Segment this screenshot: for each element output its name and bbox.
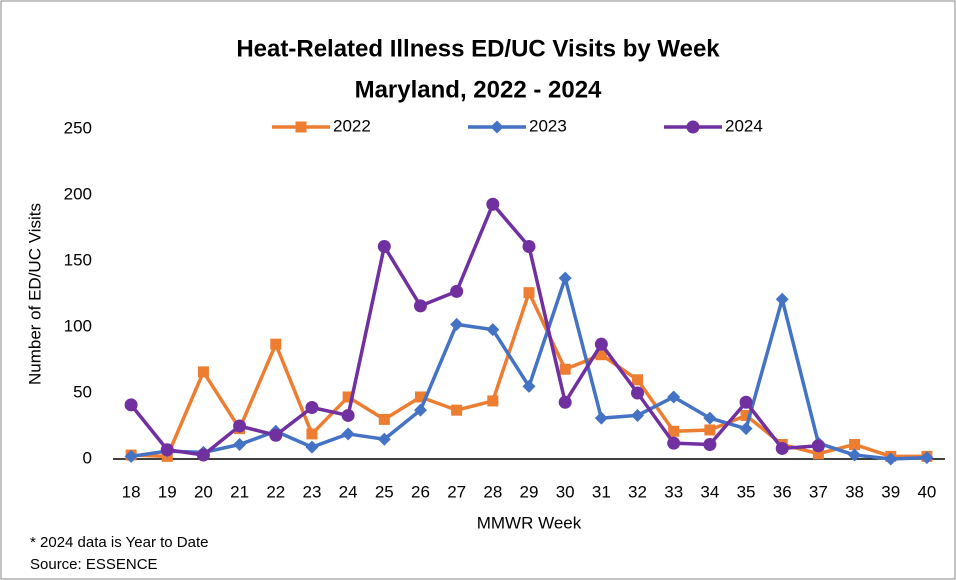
x-tick-label: 29 (520, 482, 539, 501)
marker (631, 386, 645, 400)
source: Source: ESSENCE (30, 556, 158, 573)
marker (686, 120, 700, 134)
marker (342, 391, 354, 403)
y-tick-label: 0 (83, 448, 92, 467)
y-tick-label: 50 (73, 382, 92, 401)
x-tick-label: 24 (339, 482, 358, 501)
marker (703, 411, 717, 425)
marker (377, 432, 391, 446)
x-tick-label: 21 (230, 482, 249, 501)
x-tick-label: 40 (917, 482, 936, 501)
marker (739, 422, 753, 436)
marker (341, 427, 355, 441)
y-tick-label: 250 (64, 118, 92, 137)
chart-subtitle: Maryland, 2022 - 2024 (355, 76, 602, 103)
marker (920, 451, 934, 465)
y-axis-title: Number of ED/UC Visits (25, 203, 44, 385)
marker (486, 197, 500, 211)
marker (668, 425, 680, 437)
x-tick-label: 25 (375, 482, 394, 501)
marker (490, 120, 504, 134)
x-tick-label: 28 (483, 482, 502, 501)
x-tick-label: 38 (845, 482, 864, 501)
x-tick-label: 26 (411, 482, 430, 501)
x-tick-label: 34 (700, 482, 719, 501)
x-tick-label: 35 (737, 482, 756, 501)
marker (233, 419, 247, 433)
marker (269, 428, 283, 442)
marker (884, 452, 898, 466)
marker (775, 441, 789, 455)
x-tick-label: 33 (664, 482, 683, 501)
x-tick-label: 39 (881, 482, 900, 501)
marker (704, 424, 716, 436)
y-tick-label: 150 (64, 250, 92, 269)
marker (522, 239, 536, 253)
marker (450, 284, 464, 298)
marker (233, 437, 247, 451)
x-tick-label: 20 (194, 482, 213, 501)
marker (450, 317, 464, 331)
x-tick-label: 23 (302, 482, 321, 501)
marker (522, 379, 536, 393)
x-tick-label: 37 (809, 482, 828, 501)
marker (486, 323, 500, 337)
x-tick-label: 36 (773, 482, 792, 501)
marker (594, 411, 608, 425)
marker (341, 408, 355, 422)
marker (558, 271, 572, 285)
marker (667, 436, 681, 450)
marker (124, 398, 138, 412)
marker (378, 413, 390, 425)
marker (196, 448, 210, 462)
marker (160, 443, 174, 457)
marker (632, 374, 644, 386)
x-tick-label: 18 (122, 482, 141, 501)
legend-label: 2023 (529, 116, 567, 135)
x-tick-label: 27 (447, 482, 466, 501)
marker (849, 438, 861, 450)
x-tick-label: 31 (592, 482, 611, 501)
x-tick-label: 30 (556, 482, 575, 501)
marker (305, 440, 319, 454)
marker (124, 449, 138, 463)
marker (523, 287, 535, 299)
marker (414, 391, 426, 403)
marker (306, 428, 318, 440)
y-tick-label: 200 (64, 184, 92, 203)
legend-label: 2022 (333, 116, 371, 135)
x-tick-label: 19 (158, 482, 177, 501)
marker (775, 292, 789, 306)
marker (558, 395, 572, 409)
marker (595, 349, 607, 361)
marker (703, 437, 717, 451)
marker (451, 404, 463, 416)
marker (197, 366, 209, 378)
marker (413, 403, 427, 417)
chart-title: Heat-Related Illness ED/UC Visits by Wee… (236, 35, 720, 62)
marker (487, 395, 499, 407)
x-axis-title: MMWR Week (477, 513, 582, 532)
marker (377, 239, 391, 253)
marker (811, 439, 825, 453)
marker (559, 363, 571, 375)
marker (413, 299, 427, 313)
note: * 2024 data is Year to Date (30, 534, 208, 551)
marker (594, 337, 608, 351)
marker (812, 448, 824, 460)
legend-label: 2024 (725, 116, 763, 135)
x-tick-label: 22 (266, 482, 285, 501)
marker (631, 408, 645, 422)
marker (667, 390, 681, 404)
marker (295, 121, 307, 133)
marker (739, 395, 753, 409)
marker (848, 448, 862, 462)
y-tick-label: 100 (64, 316, 92, 335)
marker (305, 401, 319, 415)
marker (270, 338, 282, 350)
marker (740, 409, 752, 421)
x-tick-label: 32 (628, 482, 647, 501)
